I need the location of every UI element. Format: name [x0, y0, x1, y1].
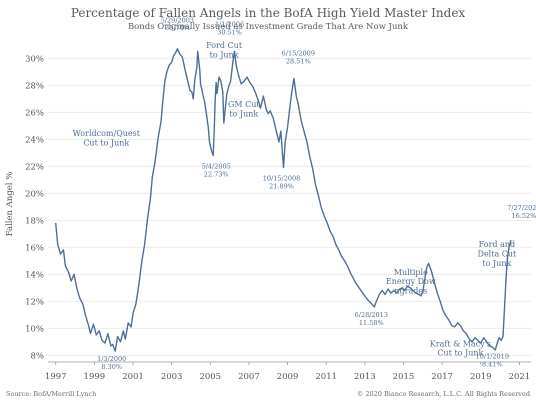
y-tick-label: 16%	[25, 243, 44, 253]
series-line	[55, 48, 512, 352]
y-tick-label: 12%	[25, 297, 44, 307]
annotation-label: Delta Cut	[478, 249, 518, 258]
annotation-label: 10/1/2019	[476, 353, 509, 361]
annotation-label: to Junk	[210, 50, 239, 59]
y-tick-label: 30%	[25, 54, 44, 64]
y-tick-label: 20%	[25, 189, 44, 199]
annotation-label: 8.41%	[482, 361, 503, 369]
y-tick-label: 18%	[25, 216, 44, 226]
chart-subtitle: Bonds Originally Issued as Investment Gr…	[128, 22, 409, 32]
x-tick-label: 2003	[161, 372, 183, 382]
annotation-label: ngrades	[394, 287, 427, 296]
annotation-label: Ford and	[479, 240, 515, 249]
annotation-label: Energy Dow	[386, 277, 436, 286]
annotation-label: 1/1/2006	[215, 20, 244, 28]
annotation-label: 1/3/2000	[97, 355, 126, 363]
annotation-label: Cut to Junk	[437, 349, 483, 358]
annotation-label: 6/28/2013	[355, 311, 388, 319]
annotation-label: Multiple	[394, 268, 428, 277]
x-tick-label: 1997	[45, 372, 67, 382]
annotation-label: 28.51%	[286, 57, 311, 65]
x-axis-ticks: 1997 1999 2001 2003 2005 2007 2009 2011 2013 2015…	[45, 362, 530, 382]
annotation-label: 22.73%	[204, 170, 229, 178]
x-tick-label: 2019	[470, 372, 492, 382]
footer-copyright: © 2020 Bianco Research, L.L.C. All Right…	[357, 390, 530, 398]
annotation-label: Kraft & Macy's	[430, 339, 491, 348]
annotation-label: to Junk	[482, 259, 511, 268]
annotation-label: 8.30%	[101, 363, 122, 371]
y-tick-label: 26%	[25, 108, 44, 118]
x-tick-label: 2021	[509, 372, 531, 382]
y-tick-label: 14%	[25, 270, 44, 280]
y-axis-ticks: 8% 10% 12% 14% 16% 18% 20% 22% 24% 26% 28% 30%	[25, 54, 44, 361]
x-tick-label: 2013	[354, 372, 376, 382]
x-tick-label: 2001	[122, 372, 144, 382]
annotation-label: 5/4/2005	[202, 162, 231, 170]
annotation-label: 30.74%	[165, 24, 190, 32]
annotation-label: 21.89%	[269, 183, 294, 191]
annotation-label: 7/27/2020	[507, 204, 536, 212]
y-tick-label: 22%	[25, 162, 44, 172]
x-tick-label: 2009	[277, 372, 299, 382]
annotation-label: Cut to Junk	[83, 138, 129, 147]
annotation-label: Ford Cut	[206, 41, 243, 50]
x-tick-label: 2005	[199, 372, 221, 382]
x-tick-label: 2017	[431, 372, 453, 382]
y-axis-label: Fallen Angel %	[5, 172, 15, 237]
annotation-label: GM Cut	[228, 100, 260, 109]
annotation-label: Worldcom/Quest	[73, 129, 141, 138]
annotation-label: 16.52%	[512, 212, 536, 220]
annotation-label: 11.58%	[359, 319, 384, 327]
series-group	[55, 48, 512, 352]
x-tick-label: 2007	[238, 372, 260, 382]
y-tick-label: 8%	[31, 351, 45, 361]
annotation-label: 30.51%	[217, 28, 242, 36]
annotation-label: to Junk	[229, 110, 258, 119]
x-tick-label: 2015	[393, 372, 415, 382]
chart-title: Percentage of Fallen Angels in the BofA …	[71, 6, 466, 20]
annotation-label: 10/15/2008	[263, 175, 300, 183]
annotation-label: 5/29/2003	[161, 16, 194, 24]
annotation-label: 6/15/2009	[282, 49, 315, 57]
footer-source: Source: BofA/Merrill Lynch	[6, 390, 96, 398]
x-tick-label: 2011	[315, 372, 337, 382]
y-tick-label: 28%	[25, 81, 44, 91]
y-tick-label: 24%	[25, 135, 44, 145]
y-tick-label: 10%	[25, 324, 44, 334]
x-tick-label: 1999	[84, 372, 106, 382]
